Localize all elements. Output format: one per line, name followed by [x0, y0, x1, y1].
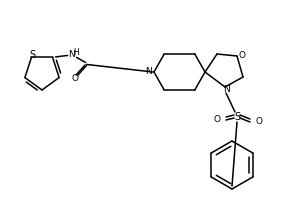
Text: O: O — [71, 74, 78, 83]
Text: N: N — [146, 68, 152, 76]
Text: S: S — [234, 112, 240, 122]
Text: N: N — [223, 86, 230, 95]
Text: O: O — [238, 50, 245, 60]
Text: O: O — [256, 116, 262, 126]
Text: N: N — [68, 50, 75, 59]
Text: H: H — [74, 48, 80, 57]
Text: O: O — [214, 114, 220, 123]
Text: S: S — [29, 50, 35, 60]
